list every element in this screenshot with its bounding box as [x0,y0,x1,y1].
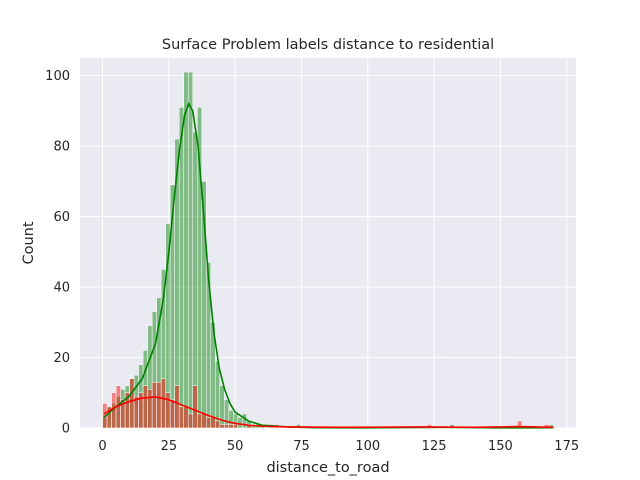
histogram-bar [201,413,207,429]
histogram-bar [160,378,166,429]
histogram-bar [192,385,198,429]
plot-area [80,58,576,428]
y-tick-label: 40 [53,281,70,296]
histogram-bar [242,413,248,429]
histogram-bar [228,424,234,429]
histogram-bar [187,413,193,429]
histogram-bar [237,417,243,429]
histogram-bar [178,107,184,429]
histogram-bar [156,381,162,429]
histogram-bar [183,406,189,429]
y-tick-label: 100 [45,69,70,84]
kde-curves [103,101,554,429]
x-tick-label: 175 [554,439,579,454]
histogram-bar [174,385,180,429]
histogram-bar [196,413,202,429]
x-tick-label: 50 [227,439,244,454]
x-axis-ticks: 0 25 50 75 100 125 150 175 [98,439,579,454]
x-tick-label: 100 [355,439,380,454]
histogram-bar [192,131,198,429]
histogram-bar [210,417,216,429]
histogram-bar [219,424,225,429]
histogram-bar [178,406,184,429]
histogram-bar [233,424,239,429]
chart-title: Surface Problem labels distance to resid… [162,37,494,53]
histogram-bar [142,385,148,429]
histogram-bar [133,396,139,429]
x-tick-label: 125 [422,439,447,454]
y-tick-label: 60 [53,210,70,225]
histogram-bar [224,424,230,429]
y-tick-label: 0 [62,422,70,437]
histogram-bar [151,381,157,429]
y-axis-ticks: 0 20 40 60 80 100 [45,69,70,436]
x-tick-label: 0 [98,439,106,454]
histogram-bar [215,420,221,429]
histogram-bar [187,71,193,429]
histogram-bar [165,392,171,429]
x-tick-label: 150 [488,439,513,454]
y-tick-label: 80 [53,140,70,155]
histogram-bar [219,385,225,429]
y-tick-label: 20 [53,351,70,366]
histogram-bar [129,378,135,429]
grid [80,58,576,429]
histogram-bar [183,71,189,429]
histogram-bar [206,417,212,429]
histogram-bar [224,399,230,429]
x-tick-label: 25 [161,439,178,454]
x-axis-label: distance_to_road [266,460,389,476]
series-1-kde-line [103,396,554,429]
x-tick-label: 75 [293,439,310,454]
histogram-bar [169,399,175,429]
y-axis-label: Count [21,221,37,264]
series-0-bars [102,71,554,429]
histogram-bar [147,388,153,429]
